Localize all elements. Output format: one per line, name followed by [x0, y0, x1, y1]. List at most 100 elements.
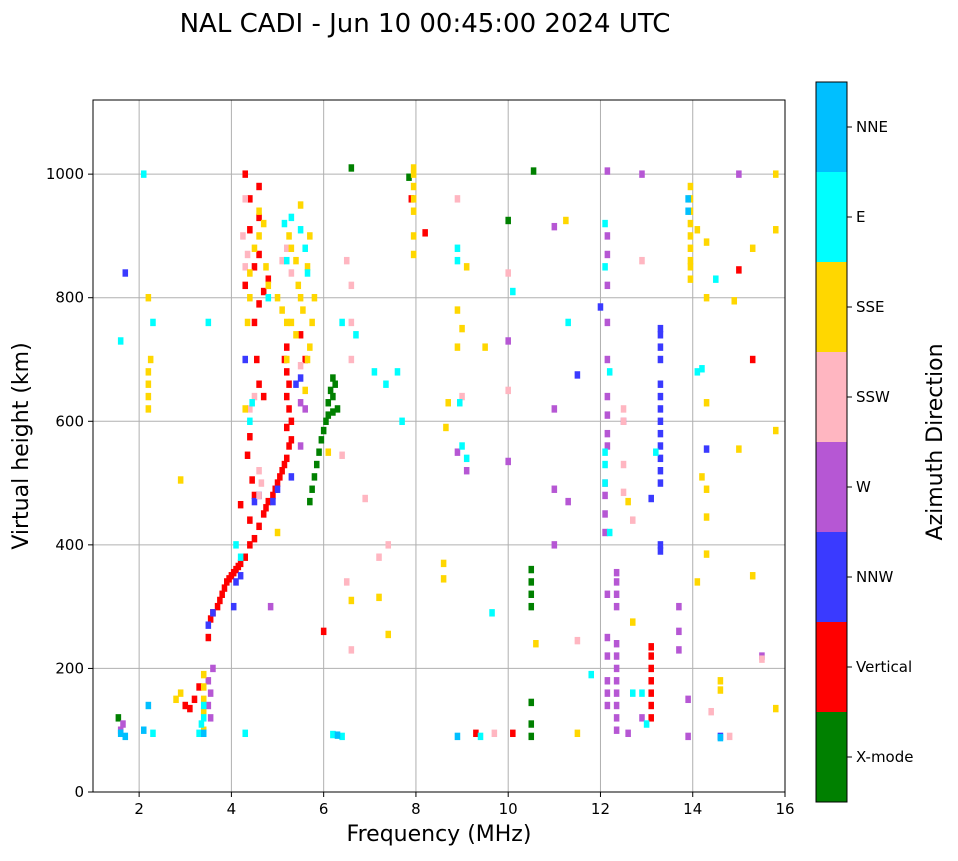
echo-point-e: [699, 365, 705, 373]
echo-point-sse: [440, 575, 447, 583]
echo-point-nnw: [657, 324, 664, 333]
echo-point-ssw: [343, 256, 350, 265]
echo-point-sse: [173, 695, 179, 704]
echo-point-sse: [242, 405, 249, 413]
echo-point-nne: [454, 732, 461, 741]
echo-point-vertical: [207, 615, 214, 623]
echo-point-sse: [703, 485, 710, 493]
echo-point-vertical: [242, 281, 249, 290]
echo-point-nnw: [233, 578, 239, 586]
echo-point-e: [643, 720, 650, 728]
echo-point-x-mode: [528, 720, 535, 728]
x-tick-label: 12: [591, 800, 610, 818]
echo-point-e: [297, 226, 304, 234]
echo-point-x-mode: [115, 714, 122, 722]
echo-point-sse: [283, 355, 290, 364]
echo-point-w: [120, 720, 126, 728]
echo-point-e: [205, 318, 212, 327]
echo-point-sse: [256, 232, 262, 240]
echo-point-w: [676, 627, 682, 636]
echo-point-sse: [699, 473, 705, 481]
x-tick-label: 2: [134, 800, 144, 818]
y-tick-label: 0: [74, 783, 84, 801]
echo-point-w: [625, 729, 631, 738]
echo-point-nnw: [657, 479, 664, 487]
x-tick-label: 8: [411, 800, 421, 818]
echo-point-vertical: [283, 368, 290, 376]
echo-point-ssw: [454, 195, 461, 203]
echo-point-sse: [454, 343, 461, 351]
echo-point-x-mode: [332, 380, 338, 388]
echo-point-x-mode: [528, 602, 535, 611]
echo-point-sse: [265, 281, 272, 290]
echo-point-vertical: [263, 504, 269, 512]
echo-point-w: [302, 405, 308, 413]
echo-point-vertical: [256, 522, 262, 531]
echo-point-w: [613, 677, 620, 685]
echo-point-ssw: [297, 361, 304, 370]
echo-point-w: [602, 528, 608, 537]
chart-title: NAL CADI - Jun 10 00:45:00 2024 UTC: [180, 9, 671, 39]
echo-point-x-mode: [528, 565, 535, 574]
echo-point-vertical: [237, 500, 244, 509]
echo-point-sse: [302, 386, 308, 395]
echo-point-nne: [140, 726, 147, 734]
echo-point-x-mode: [311, 473, 318, 481]
echo-point-sse: [773, 226, 779, 234]
echo-point-sse: [703, 550, 710, 558]
echo-point-vertical: [249, 476, 255, 484]
echo-point-sse: [459, 324, 465, 333]
echo-point-nnw: [657, 454, 664, 463]
echo-point-sse: [288, 318, 295, 327]
echo-point-vertical: [648, 643, 654, 651]
echo-point-nnw: [574, 371, 581, 379]
echo-point-ssw: [283, 244, 290, 252]
echo-point-sse: [286, 232, 292, 240]
echo-point-w: [613, 578, 620, 586]
echo-point-x-mode: [320, 426, 327, 435]
echo-point-vertical: [422, 229, 428, 237]
echo-point-x-mode: [323, 417, 329, 425]
echo-point-sse: [687, 263, 694, 271]
echo-point-sse: [736, 445, 742, 453]
echo-point-vertical: [260, 287, 267, 296]
echo-point-ssw: [620, 405, 627, 413]
colorbar-label: Azimuth Direction: [923, 343, 948, 540]
colorbar-segment-ssw: [816, 352, 847, 442]
echo-point-w: [551, 485, 558, 493]
colorbar-tick-label: X-mode: [856, 748, 913, 766]
echo-point-ssw: [348, 281, 355, 290]
echo-point-vertical: [191, 695, 198, 704]
echo-point-vertical: [265, 497, 272, 506]
echo-point-w: [613, 664, 620, 673]
echo-point-sse: [773, 170, 779, 178]
colorbar-tick-label: Vertical: [856, 658, 912, 676]
echo-point-ssw: [348, 646, 355, 654]
echo-point-e: [371, 368, 378, 376]
echo-point-ssw: [343, 578, 350, 586]
echo-point-sse: [687, 275, 694, 283]
echo-point-vertical: [279, 467, 285, 475]
echo-point-vertical: [288, 436, 295, 444]
echo-point-x-mode: [325, 399, 332, 407]
echo-point-w: [604, 652, 611, 660]
echo-point-w: [613, 689, 620, 697]
echo-point-nne: [200, 729, 207, 738]
echo-point-e: [383, 380, 389, 388]
echo-point-e: [242, 729, 249, 738]
echo-point-ssw: [247, 405, 253, 413]
y-tick-label: 1000: [46, 165, 84, 183]
echo-point-x-mode: [330, 374, 336, 382]
echo-point-ssw: [629, 516, 636, 524]
echo-point-e: [302, 244, 308, 252]
colorbar-tick-label: SSE: [856, 298, 885, 316]
echo-point-sse: [200, 695, 207, 704]
echo-point-sse: [445, 399, 451, 407]
echo-point-vertical: [196, 683, 202, 691]
echo-point-w: [604, 167, 611, 175]
echo-point-w: [604, 429, 611, 438]
echo-point-w: [297, 442, 304, 450]
colorbar-segment-nnw: [816, 532, 847, 622]
echo-point-w: [685, 732, 691, 741]
echo-point-nnw: [122, 269, 129, 277]
